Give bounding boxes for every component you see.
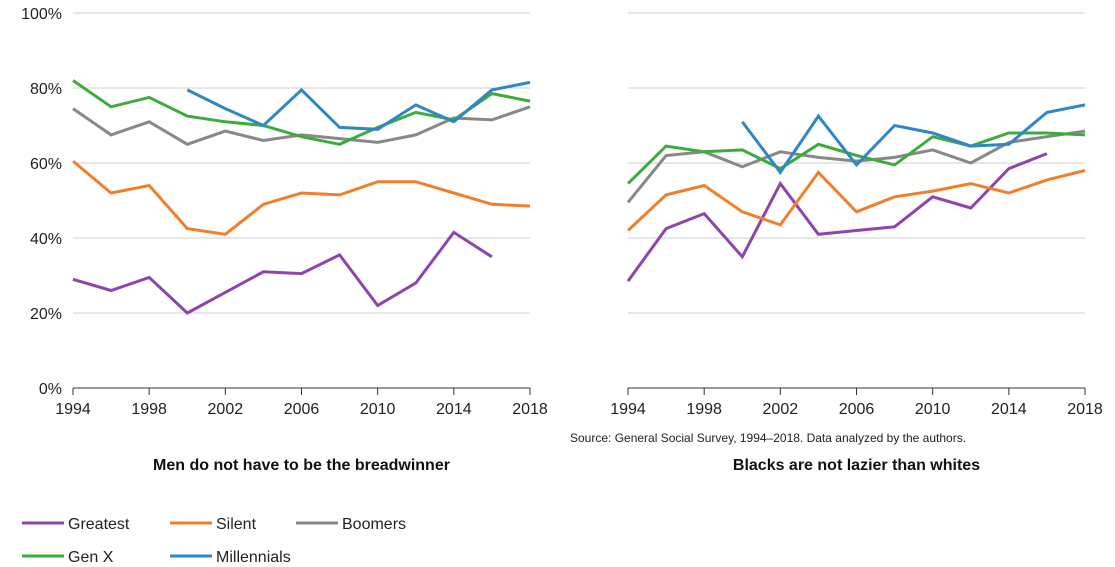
x-tick-label: 1994 <box>610 401 646 418</box>
x-tick-label: 2010 <box>360 401 396 418</box>
series-line-silent <box>626 169 1086 232</box>
y-tick-label: 0% <box>39 381 62 398</box>
series-line-silent <box>72 159 531 236</box>
legend-label-greatest: Greatest <box>68 516 130 533</box>
series-line-greatest <box>626 152 1048 282</box>
chart-panel-breadwinner: 1994 1998 2002 2006 2010 2014 2018 0% 20% 40% 60% 8… <box>21 6 548 474</box>
y-tick-label: 20% <box>30 306 62 323</box>
x-tick-label: 2006 <box>284 401 320 418</box>
legend-label-millennials: Millennials <box>216 549 291 566</box>
chart-title: Men do not have to be the breadwinner <box>153 457 450 474</box>
x-tick-label: 2014 <box>991 401 1027 418</box>
y-tick-label: 100% <box>21 6 62 23</box>
series-line-gen-x <box>626 131 1086 185</box>
y-tick-label: 60% <box>30 156 62 173</box>
legend-label-silent: Silent <box>216 516 257 533</box>
legend: Greatest Silent Boomers Gen X Millennials <box>22 516 406 566</box>
x-tick-label: 1994 <box>55 401 91 418</box>
chart-title: Blacks are not lazier than whites <box>733 457 980 474</box>
x-tick-label: 1998 <box>686 401 722 418</box>
legend-label-boomers: Boomers <box>342 516 406 533</box>
x-tick-label: 2010 <box>915 401 951 418</box>
x-tick-label: 2018 <box>1067 401 1103 418</box>
x-tick-label: 2002 <box>763 401 799 418</box>
x-tick-label: 2014 <box>436 401 472 418</box>
y-tick-label: 40% <box>30 231 62 248</box>
x-tick-label: 1998 <box>131 401 167 418</box>
x-tick-label: 2006 <box>839 401 875 418</box>
legend-label-gen-x: Gen X <box>68 549 114 566</box>
y-tick-label: 80% <box>30 81 62 98</box>
x-tick-label: 2018 <box>512 401 548 418</box>
series-line-millennials <box>186 80 531 131</box>
source-note: Source: General Social Survey, 1994–2018… <box>570 431 966 445</box>
chart-panel-lazier: 1994 1998 2002 2006 2010 2014 2018 Blacks are n… <box>610 12 1103 474</box>
series-line-boomers <box>72 105 531 146</box>
series-line-millennials <box>741 103 1086 175</box>
series-line-greatest <box>72 230 493 315</box>
x-tick-label: 2002 <box>208 401 244 418</box>
